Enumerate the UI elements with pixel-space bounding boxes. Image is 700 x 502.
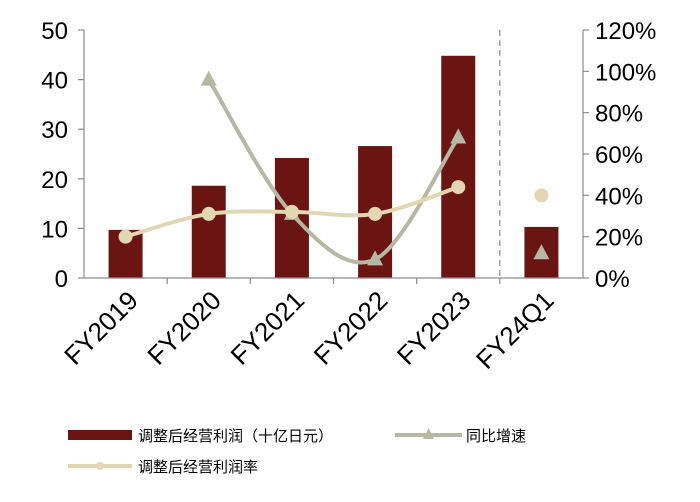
- category-label: FY2022: [308, 285, 394, 371]
- legend-circle-marker: [96, 462, 104, 470]
- series-line: [207, 78, 460, 265]
- left-tick-label: 20: [41, 167, 68, 194]
- circle-marker: [284, 204, 299, 219]
- circle-marker: [534, 188, 549, 203]
- left-tick-label: 50: [41, 18, 68, 45]
- circle-marker: [118, 229, 133, 244]
- right-tick-label: 80%: [595, 101, 643, 128]
- category-label: FY2021: [225, 285, 311, 371]
- triangle-marker: [450, 128, 467, 144]
- left-tick-label: 10: [41, 216, 68, 243]
- right-tick-label: 60%: [595, 142, 643, 169]
- x-axis-tick-marks: [166, 278, 501, 284]
- category-label: FY2023: [391, 285, 477, 371]
- category-label: FY24Q1: [470, 285, 560, 375]
- legend-bar-swatch: [68, 430, 132, 440]
- circle-marker: [368, 206, 383, 221]
- right-tick-label: 40%: [595, 183, 643, 210]
- circle-marker: [451, 180, 466, 195]
- left-tick-label: 30: [41, 117, 68, 144]
- left-axis-ticks: 0 10 20 30 40 50: [41, 18, 84, 293]
- triangle-marker: [533, 244, 550, 260]
- right-axis-ticks: 0% 20% 40% 60% 80% 100% 120%: [583, 18, 656, 293]
- left-tick-label: 40: [41, 68, 68, 95]
- bar: [191, 185, 226, 278]
- right-tick-label: 0%: [595, 266, 630, 293]
- bar: [441, 55, 476, 279]
- left-tick-label: 0: [55, 266, 68, 293]
- line-series: [118, 70, 550, 266]
- legend-label: 同比增速: [466, 427, 526, 445]
- triangle-marker: [200, 70, 217, 86]
- legend-label: 调整后经营利润率: [138, 458, 258, 476]
- category-label: FY2019: [58, 285, 144, 371]
- right-tick-label: 120%: [595, 18, 656, 45]
- right-tick-label: 100%: [595, 59, 656, 86]
- legend-label: 调整后经营利润（十亿日元）: [138, 427, 333, 445]
- legend-triangle-marker: [423, 428, 434, 439]
- circle-marker: [201, 206, 216, 221]
- triangle-marker: [367, 250, 384, 266]
- bar-series: [108, 55, 559, 279]
- right-tick-label: 20%: [595, 225, 643, 252]
- category-label: FY2020: [141, 285, 227, 371]
